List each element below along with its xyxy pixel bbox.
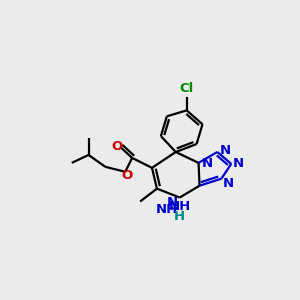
Text: N: N xyxy=(222,177,233,190)
Text: O: O xyxy=(122,169,133,182)
Text: H: H xyxy=(174,210,185,224)
Text: Cl: Cl xyxy=(179,82,194,94)
Text: N: N xyxy=(167,196,178,209)
Text: N: N xyxy=(202,158,213,170)
Text: N: N xyxy=(233,158,244,170)
Text: NH: NH xyxy=(155,202,178,215)
Text: O: O xyxy=(112,140,123,152)
Text: N: N xyxy=(219,145,230,158)
Text: NH: NH xyxy=(169,200,191,212)
